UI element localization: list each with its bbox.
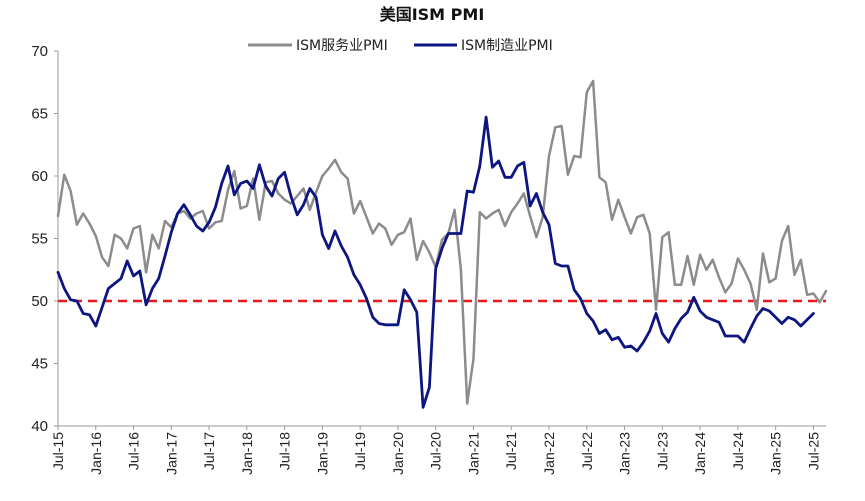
x-tick-label: Jan-17 [163,432,179,475]
legend: ISM服务业PMI ISM制造业PMI [248,38,553,54]
x-tick-label: Jan-22 [541,432,557,475]
x-tick-label: Jan-20 [390,432,406,475]
x-tick-label: Jul-15 [50,432,66,470]
x-tick-label: Jul-24 [730,432,746,470]
series-line-manufacturing [56,115,815,409]
x-tick-label: Jul-25 [805,432,821,470]
legend-label-manufacturing: ISM制造业PMI [461,38,553,54]
y-tick-label: 65 [31,106,48,123]
y-tick-label: 45 [31,356,48,373]
y-ticks: 40 45 50 55 60 65 70 [31,43,58,435]
x-tick-label: Jul-21 [503,432,519,470]
x-tick-label: Jan-16 [88,432,104,475]
x-tick-label: Jan-23 [617,432,633,475]
x-tick-label: Jul-22 [579,432,595,470]
x-tick-label: Jan-25 [768,432,784,475]
x-tick-label: Jan-19 [314,432,330,475]
y-tick-label: 70 [31,43,48,60]
x-tick-label: Jan-24 [692,432,708,475]
y-tick-label: 55 [31,231,48,248]
x-tick-label: Jul-16 [126,432,142,470]
y-tick-label: 40 [31,418,48,435]
x-tick-label: Jan-21 [465,432,481,475]
x-tick-label: Jul-19 [352,432,368,470]
y-tick-label: 50 [31,293,48,310]
legend-label-services: ISM服务业PMI [296,38,388,54]
chart-title: 美国ISM PMI [380,5,485,24]
x-ticks: Jul-15 Jan-16 Jul-16 Jan-17 Jul-17 Jan-18 Jul-… [50,426,821,475]
x-tick-label: Jul-18 [277,432,293,470]
x-tick-label: Jan-18 [239,432,255,475]
series-line-services [56,79,828,405]
x-tick-label: Jul-17 [201,432,217,470]
x-tick-label: Jul-23 [654,432,670,470]
series-layer [56,79,828,409]
y-tick-label: 60 [31,168,48,185]
x-tick-label: Jul-20 [428,432,444,470]
